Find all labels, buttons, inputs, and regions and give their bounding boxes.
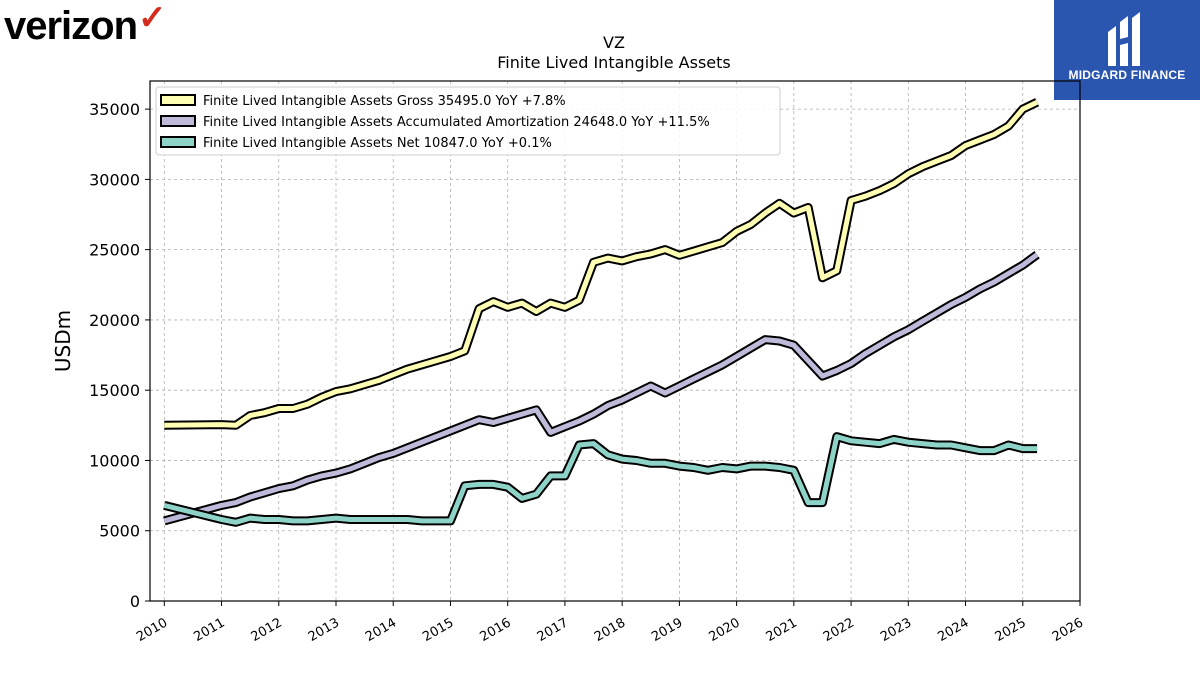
x-tick-label: 2013 xyxy=(306,615,342,645)
y-tick-label: 15000 xyxy=(89,381,140,400)
y-axis: 0 5000 10000 15000 20000 25000 30000 35000 xyxy=(89,100,150,611)
x-tick-label: 2026 xyxy=(1050,615,1086,645)
y-tick-label: 10000 xyxy=(89,451,140,470)
y-tick-label: 0 xyxy=(130,592,140,611)
x-axis: 2010 2011 2012 2013 2014 2015 2016 2017 2018 2019… xyxy=(134,601,1086,645)
x-tick-label: 2022 xyxy=(821,615,857,645)
y-tick-label: 30000 xyxy=(89,170,140,189)
x-tick-label: 2012 xyxy=(249,615,285,645)
midgard-brand-name: MIDGARD FINANCE xyxy=(1068,68,1186,82)
series-line xyxy=(163,434,1038,525)
legend-swatch xyxy=(160,94,196,106)
x-tick-label: 2014 xyxy=(363,615,399,645)
legend-label: Finite Lived Intangible Assets Net 10847… xyxy=(203,136,552,151)
x-tick-label: 2017 xyxy=(535,615,571,645)
verizon-logo: verizon✓ xyxy=(4,0,167,52)
x-tick-label: 2025 xyxy=(993,615,1029,645)
series-outline xyxy=(163,250,1040,526)
y-tick-label: 5000 xyxy=(99,522,140,541)
series-line xyxy=(164,99,1039,428)
midgard-finance-logo: MIDGARD FINANCE xyxy=(1054,0,1200,100)
legend: Finite Lived Intangible Assets Gross 354… xyxy=(155,86,781,156)
legend-box xyxy=(155,86,781,156)
legend-label: Finite Lived Intangible Assets Accumulat… xyxy=(203,115,710,130)
legend-label: Finite Lived Intangible Assets Gross 354… xyxy=(203,94,566,109)
chart-title: VZ xyxy=(603,33,625,52)
x-tick-label: 2015 xyxy=(420,615,456,645)
series-line xyxy=(163,252,1039,524)
y-axis-label: USDm xyxy=(51,310,75,372)
legend-swatch xyxy=(160,136,196,148)
x-tick-label: 2021 xyxy=(764,615,800,645)
x-tick-label: 2019 xyxy=(649,615,685,645)
x-tick-label: 2020 xyxy=(706,615,742,645)
x-tick-label: 2018 xyxy=(592,615,628,645)
midgard-emblem-icon xyxy=(1108,12,1140,66)
y-tick-label: 35000 xyxy=(89,100,140,119)
x-tick-label: 2023 xyxy=(878,615,914,645)
x-tick-label: 2010 xyxy=(134,615,170,645)
y-tick-label: 25000 xyxy=(89,241,140,260)
plot-frame xyxy=(149,80,1081,602)
verizon-wordmark: verizon xyxy=(4,4,138,48)
legend-swatch xyxy=(160,115,196,127)
chart-subtitle: Finite Lived Intangible Assets xyxy=(497,53,730,72)
x-tick-label: 2024 xyxy=(935,615,971,645)
series-layer xyxy=(163,98,1040,527)
x-tick-label: 2016 xyxy=(478,615,514,645)
x-tick-label: 2011 xyxy=(191,615,227,645)
y-tick-label: 20000 xyxy=(89,311,140,330)
verizon-check-icon: ✓ xyxy=(138,0,166,37)
